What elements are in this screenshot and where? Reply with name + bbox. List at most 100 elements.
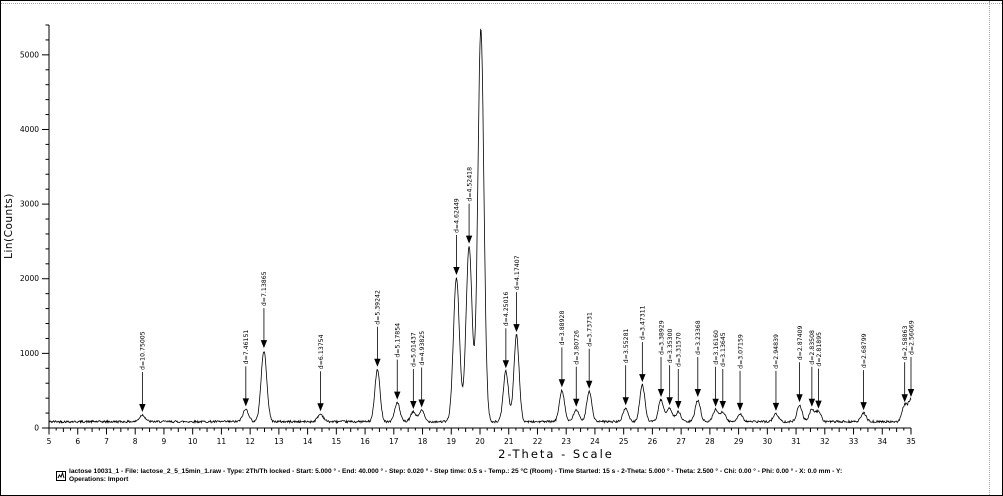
x-tick-label: 13	[274, 437, 284, 446]
x-tick-label: 23	[561, 437, 571, 446]
peak-annotation: d=2.56069	[907, 320, 915, 398]
x-tick-label: 30	[763, 437, 773, 446]
y-tick-label: 2000	[20, 274, 39, 283]
x-tick-label: 32	[820, 437, 830, 446]
peak-annotation: d=3.38929	[657, 320, 665, 398]
peak-d-label: d=2.58863	[902, 325, 909, 360]
x-tick-label: 12	[245, 437, 255, 446]
x-tick-label: 33	[849, 437, 859, 446]
peak-d-label: d=5.17854	[395, 323, 402, 358]
peak-annotation: d=3.35300	[666, 328, 674, 406]
peak-d-label: d=4.52418	[466, 167, 473, 202]
peak-annotation: d=3.80726	[573, 330, 581, 407]
peak-d-label: d=2.56069	[908, 320, 915, 355]
peak-annotation: d=3.55281	[622, 328, 630, 406]
x-tick-label: 35	[906, 437, 916, 446]
y-axis-title: Lin(Counts)	[3, 193, 15, 259]
peak-d-label: d=3.07159	[737, 334, 744, 369]
peak-d-label: d=2.81895	[816, 332, 823, 367]
caption: lactose 10031_1 - File: lactose_2_5_15mi…	[56, 468, 842, 484]
peak-annotation: d=4.17407	[513, 255, 521, 333]
caption-operations: Operations: Import	[69, 476, 129, 483]
peak-d-label: d=3.13645	[720, 332, 727, 367]
x-tick-label: 14	[303, 437, 313, 446]
peak-annotation: d=5.39242	[374, 290, 382, 367]
axes: 0 1000 2000 3000 4000 5000 5 6 7 8 9 10 11 12 13 14 15 16…	[20, 24, 916, 446]
peak-d-label: d=2.94839	[773, 334, 780, 369]
peak-d-label: d=3.80726	[574, 330, 581, 365]
peak-d-label: d=6.13754	[318, 334, 325, 369]
x-tick-label: 20	[475, 437, 485, 446]
peak-annotation: d=5.17854	[394, 323, 402, 400]
peak-annotation: d=7.13865	[260, 271, 268, 349]
peak-annotation: d=2.81895	[815, 332, 823, 409]
x-tick-label: 15	[332, 437, 342, 446]
peak-d-label: d=4.62449	[454, 198, 461, 233]
xrd-trace	[48, 28, 912, 425]
peak-annotation: d=2.68799	[860, 333, 868, 411]
peak-annotation: d=2.94839	[772, 334, 780, 411]
peak-d-label: d=2.68799	[861, 333, 868, 368]
xrd-chart: 0 1000 2000 3000 4000 5000 5 6 7 8 9 10 11 12 13 14 15 16…	[20, 24, 916, 446]
peak-d-label: d=10.75005	[140, 331, 147, 370]
y-tick-label: 1000	[20, 349, 39, 358]
peak-d-label: d=4.25016	[503, 292, 510, 327]
x-tick-label: 22	[533, 437, 543, 446]
x-tick-label: 24	[590, 437, 600, 446]
peak-d-label: d=5.39242	[375, 290, 382, 325]
peak-annotation: d=3.07159	[736, 334, 744, 411]
x-tick-label: 19	[446, 437, 456, 446]
peak-annotation: d=2.87409	[796, 325, 804, 403]
peak-d-label: d=4.17407	[514, 255, 521, 290]
peak-annotation: d=7.46151	[242, 330, 250, 407]
x-tick-label: 8	[133, 437, 138, 446]
peak-d-label: d=2.83508	[809, 330, 816, 365]
x-tick-label: 34	[877, 437, 887, 446]
scan-list-icon	[56, 468, 67, 481]
peak-d-label: d=3.23368	[695, 320, 702, 355]
x-tick-label: 6	[75, 437, 80, 446]
peak-d-label: d=5.01437	[411, 332, 418, 367]
peak-annotation: d=3.23368	[694, 320, 702, 398]
x-tick-label: 28	[705, 437, 715, 446]
peak-annotation: d=3.47311	[639, 305, 647, 383]
x-tick-label: 26	[648, 437, 658, 446]
peak-d-label: d=3.55281	[623, 328, 630, 363]
x-axis-title: 2-Theta - Scale	[498, 447, 614, 461]
x-tick-label: 5	[47, 437, 52, 446]
peak-annotation: d=4.93825	[418, 331, 426, 408]
peak-annotation: d=6.13754	[317, 334, 325, 412]
peak-annotation: d=3.88928	[558, 311, 566, 388]
y-tick-label: 0	[34, 424, 39, 433]
x-tick-label: 29	[734, 437, 744, 446]
peak-annotations: d=10.75005 d=7.46151 d=7.13865 d=6.13754 d=5…	[139, 167, 915, 412]
caption-scan-info: lactose 10031_1 - File: lactose_2_5_15mi…	[69, 468, 843, 475]
x-tick-label: 27	[676, 437, 686, 446]
y-tick-label: 5000	[20, 50, 39, 59]
peak-annotation: d=4.62449	[453, 198, 461, 275]
peak-annotation: d=3.73731	[585, 312, 593, 389]
peak-d-label: d=4.93825	[419, 331, 426, 366]
peak-annotation: d=4.52418	[465, 167, 473, 244]
x-tick-label: 16	[360, 437, 370, 446]
peak-d-label: d=3.35300	[667, 328, 674, 363]
x-tick-label: 11	[217, 437, 227, 446]
x-tick-label: 7	[104, 437, 109, 446]
peak-annotation: d=2.83508	[808, 330, 816, 407]
peak-annotation: d=4.25016	[502, 292, 510, 369]
x-tick-label: 21	[504, 437, 514, 446]
peak-d-label: d=3.16160	[713, 330, 720, 365]
peak-d-label: d=2.87409	[797, 325, 804, 360]
peak-annotation: d=3.16160	[712, 330, 720, 407]
peak-d-label: d=3.88928	[559, 311, 566, 346]
peak-d-label: d=3.31570	[676, 332, 683, 367]
x-tick-label: 10	[188, 437, 198, 446]
page-edge-right	[989, 1, 990, 495]
x-tick-label: 17	[389, 437, 399, 446]
peak-annotation: d=10.75005	[139, 331, 147, 412]
peak-annotation: d=2.58863	[901, 325, 909, 403]
x-tick-label: 9	[162, 437, 167, 446]
x-tick-label: 18	[418, 437, 428, 446]
peak-annotation: d=3.31570	[675, 332, 683, 409]
